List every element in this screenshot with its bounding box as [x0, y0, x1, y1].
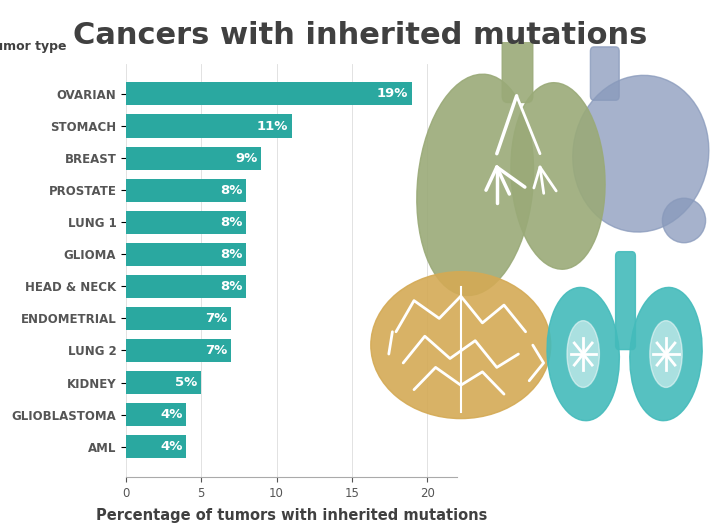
FancyBboxPatch shape	[503, 9, 533, 102]
Bar	[126, 210, 246, 234]
Ellipse shape	[567, 321, 600, 387]
Text: 8%: 8%	[220, 216, 243, 229]
Bar	[126, 435, 186, 458]
Bar	[126, 243, 246, 266]
Ellipse shape	[547, 287, 619, 421]
Ellipse shape	[417, 74, 534, 296]
Text: 11%: 11%	[256, 119, 288, 132]
Ellipse shape	[572, 75, 709, 232]
Bar	[126, 275, 246, 298]
Text: 5%: 5%	[175, 376, 197, 389]
Bar	[126, 339, 231, 362]
Bar	[126, 307, 231, 330]
Bar	[126, 114, 292, 138]
Text: 9%: 9%	[235, 152, 258, 165]
Ellipse shape	[662, 198, 706, 243]
FancyBboxPatch shape	[590, 47, 619, 100]
Text: 8%: 8%	[220, 280, 243, 293]
Text: 7%: 7%	[205, 344, 228, 357]
Text: 4%: 4%	[160, 440, 182, 453]
Ellipse shape	[511, 83, 605, 269]
X-axis label: Percentage of tumors with inherited mutations: Percentage of tumors with inherited muta…	[96, 508, 487, 523]
Bar	[126, 371, 202, 394]
Bar	[126, 146, 261, 170]
Text: 19%: 19%	[377, 87, 408, 100]
Text: 8%: 8%	[220, 248, 243, 261]
Text: 8%: 8%	[220, 183, 243, 197]
Bar	[126, 179, 246, 202]
FancyBboxPatch shape	[616, 252, 636, 350]
Text: Cancers with inherited mutations: Cancers with inherited mutations	[73, 21, 647, 50]
Text: Tumor type: Tumor type	[0, 40, 66, 54]
Bar	[126, 403, 186, 426]
Ellipse shape	[371, 272, 551, 419]
Ellipse shape	[649, 321, 683, 387]
Text: 7%: 7%	[205, 312, 228, 325]
Bar	[126, 82, 412, 105]
Ellipse shape	[630, 287, 702, 421]
Text: 4%: 4%	[160, 408, 182, 421]
